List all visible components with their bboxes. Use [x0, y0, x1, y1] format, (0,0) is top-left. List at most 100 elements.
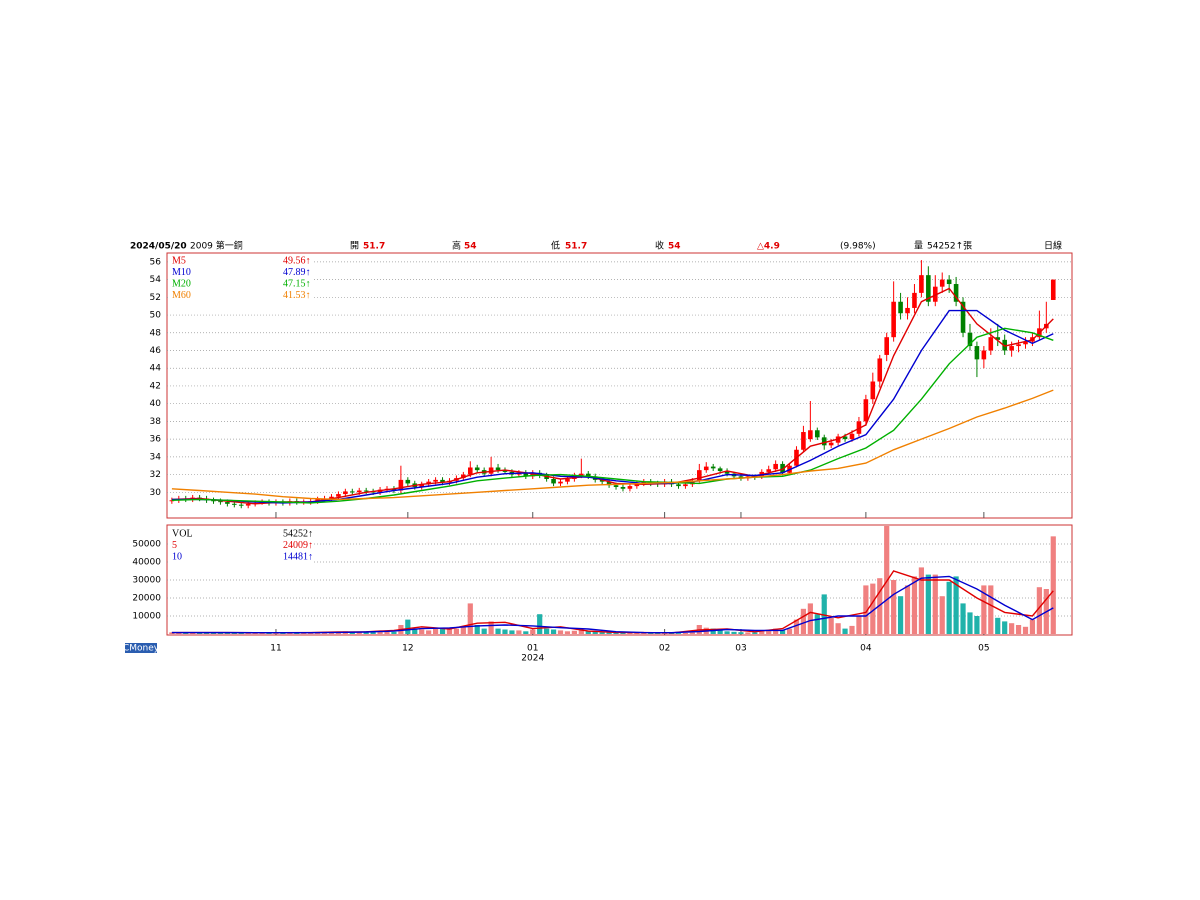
volume-bar — [835, 623, 841, 634]
candle-body — [870, 381, 876, 400]
volume-bar — [717, 630, 723, 634]
candle-body — [905, 307, 910, 314]
volume-bar — [849, 625, 855, 634]
value: 51.7 — [363, 242, 385, 252]
x-tick-label: 02 — [659, 644, 670, 654]
candle-body — [1050, 279, 1056, 300]
candle-body — [225, 502, 230, 504]
legend-value: 41.53↑ — [283, 290, 311, 301]
volume-bar — [932, 574, 938, 634]
candle-body — [218, 501, 223, 503]
volume-bar — [231, 632, 237, 634]
volume-bar — [550, 629, 557, 634]
candle-body — [828, 442, 834, 446]
candle-body — [530, 472, 536, 477]
volume-bar — [564, 631, 571, 634]
volume-bar — [821, 594, 827, 634]
candle-body — [884, 337, 889, 355]
x-tick-label: 04 — [860, 644, 872, 654]
candle-body — [697, 470, 702, 481]
volume-bar — [183, 632, 189, 634]
candle-body — [780, 463, 785, 473]
period: 日線 — [1044, 240, 1062, 252]
value: 51.7 — [565, 242, 587, 252]
volume-bar — [682, 632, 689, 634]
volume-bar — [904, 585, 911, 634]
stock: 2009 第一銅 — [190, 240, 243, 252]
candle-body — [710, 466, 716, 469]
candle-body — [467, 467, 473, 475]
candle-body — [245, 503, 251, 506]
candle-body — [766, 469, 772, 472]
y-tick-label: 52 — [150, 293, 161, 303]
volume-bar — [731, 631, 737, 634]
y-tick-label: 42 — [150, 381, 161, 391]
y-tick-label: 32 — [150, 470, 161, 480]
volume-bar — [474, 625, 480, 634]
candle-body — [238, 504, 244, 506]
volume-bar — [537, 614, 543, 634]
candle-body — [356, 490, 362, 493]
candle-body — [627, 486, 633, 489]
candle-body — [419, 484, 425, 487]
volume-bar — [814, 614, 820, 634]
candle-body — [877, 358, 883, 382]
y-tick-label: 20000 — [132, 594, 161, 604]
volume-bar — [405, 619, 411, 634]
legend-name: 10 — [172, 551, 182, 562]
ma-line — [171, 327, 1054, 504]
volume-bar — [807, 603, 813, 634]
legend-value: 24009↑ — [283, 540, 313, 551]
candle-body — [821, 437, 827, 446]
volume-bar — [974, 616, 980, 634]
candle-body — [981, 350, 987, 360]
volume-bar — [432, 628, 439, 634]
y-tick-label: 46 — [150, 346, 162, 356]
legend-name: 5 — [172, 540, 177, 551]
volume-bar — [606, 632, 612, 634]
volume: 54252↑張 — [927, 241, 972, 252]
legend-name: M5 — [172, 255, 186, 266]
candle-body — [926, 275, 931, 302]
volume-bar — [439, 628, 446, 634]
volume-bar — [613, 632, 619, 634]
label: 低 — [551, 240, 560, 252]
candle-body — [814, 430, 820, 438]
price-panel — [166, 252, 1073, 519]
candle-body — [967, 332, 973, 347]
volume-bar — [800, 608, 807, 634]
candle-body — [488, 467, 494, 474]
candle-body — [1009, 346, 1014, 351]
volume-bar — [710, 628, 716, 634]
volume-bar — [793, 619, 800, 634]
volume-bar — [1050, 536, 1056, 634]
legend-value: 47.15↑ — [283, 278, 311, 289]
volume-bar — [467, 603, 473, 634]
volume-bar — [689, 632, 695, 634]
volume-bar — [988, 585, 994, 634]
volume-bar — [210, 632, 217, 634]
y-tick-label: 44 — [150, 364, 162, 374]
volume-bar — [571, 630, 577, 634]
candle-body — [613, 485, 619, 487]
x-tick-sublabel: 2024 — [521, 654, 544, 664]
volume-bar — [939, 596, 945, 634]
volume-bar — [578, 630, 584, 634]
volume-bar — [384, 631, 390, 634]
ma-line — [171, 575, 1054, 634]
candle-body — [849, 433, 855, 440]
volume-bar — [779, 630, 786, 634]
volume-bar — [1029, 619, 1036, 634]
legend-box — [168, 254, 313, 302]
y-tick-label: 40 — [150, 399, 162, 409]
candle-body — [551, 479, 556, 484]
volume-bar — [259, 632, 265, 634]
candle-body — [960, 301, 966, 333]
volume-bar — [287, 632, 293, 634]
candle-body — [405, 479, 411, 484]
volume-bar — [634, 632, 640, 634]
volume-bar — [169, 632, 175, 634]
change-pct: (9.98%) — [840, 242, 876, 252]
volume-bar — [370, 631, 376, 634]
volume-bar — [203, 632, 210, 634]
